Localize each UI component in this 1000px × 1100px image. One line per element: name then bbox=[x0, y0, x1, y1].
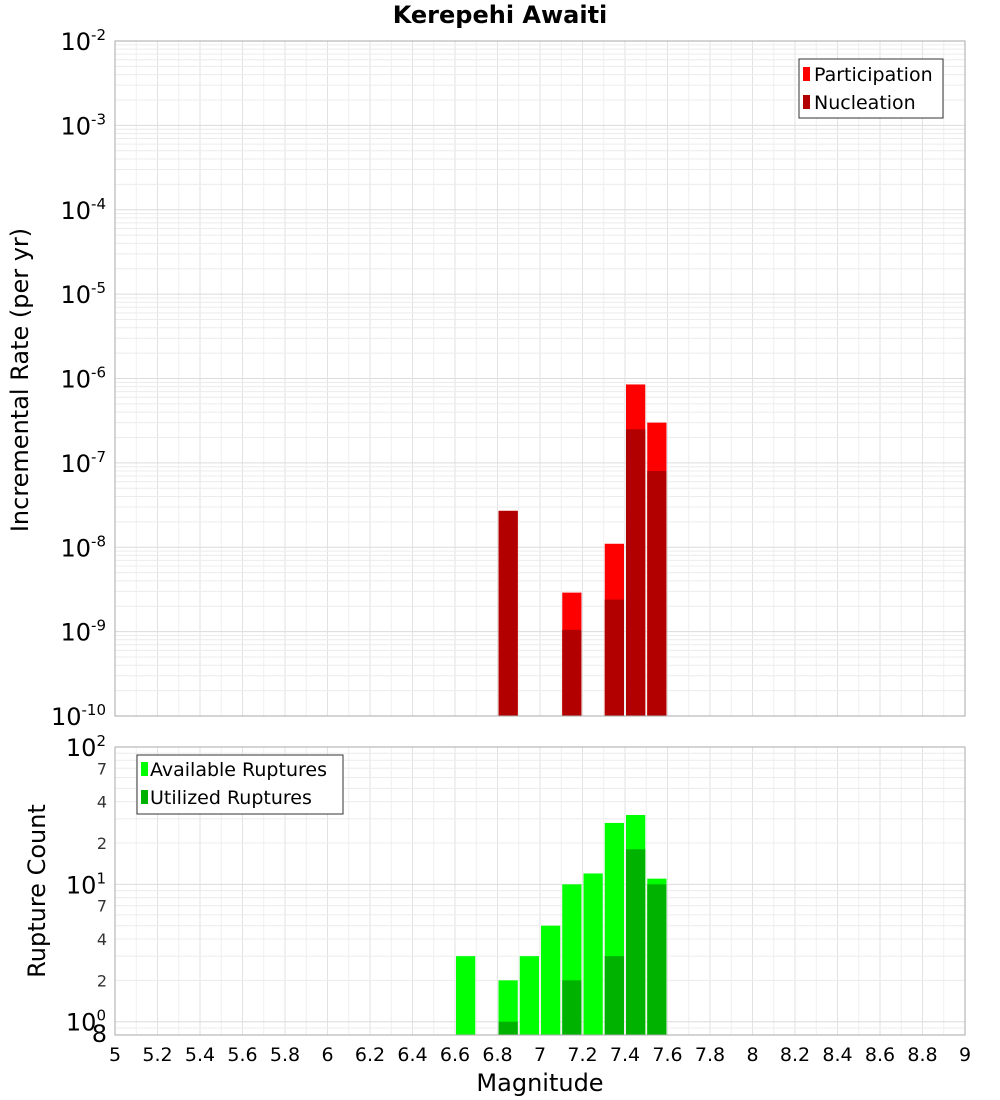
bottom-y-minor-tick-label: 8 bbox=[92, 1020, 107, 1048]
top-y-tick-label: 10-2 bbox=[60, 26, 106, 56]
nucleation-bar bbox=[498, 510, 518, 716]
bottom-plot-frame bbox=[114, 746, 966, 1036]
top-y-tick-label: 10-7 bbox=[60, 448, 106, 478]
x-tick-label: 5.4 bbox=[185, 1044, 215, 1066]
x-tick-label: 6.2 bbox=[355, 1044, 385, 1066]
x-tick-label: 6.6 bbox=[440, 1044, 470, 1066]
x-tick-label: 8.2 bbox=[780, 1044, 810, 1066]
utilized-ruptures-bar bbox=[604, 956, 624, 1035]
top-y-tick-label: 10-9 bbox=[60, 617, 106, 647]
x-tick-label: 7 bbox=[534, 1044, 546, 1066]
x-tick-label: 5.6 bbox=[227, 1044, 257, 1066]
top-y-axis-label: Incremental Rate (per yr) bbox=[6, 228, 34, 532]
x-tick-label: 6.4 bbox=[397, 1044, 427, 1066]
bottom-y-minor-tick-label: 7 bbox=[97, 759, 107, 778]
utilized-ruptures-bar bbox=[562, 980, 582, 1035]
available-ruptures-bar bbox=[541, 925, 561, 1035]
legend-label: Available Ruptures bbox=[150, 759, 327, 781]
x-tick-label: 7.4 bbox=[610, 1044, 640, 1066]
nucleation-bar bbox=[604, 599, 624, 716]
available-ruptures-bar bbox=[519, 956, 539, 1035]
x-tick-label: 8.4 bbox=[822, 1044, 852, 1066]
bottom-y-axis-label: Rupture Count bbox=[23, 804, 51, 978]
available-ruptures-bar bbox=[498, 980, 518, 1035]
bottom-chart-panel: 100 101 102 8 2 4 7 2 4 7 5 5.2 5.4 5.6 5.8 6 6.2 6.4 6.6 6… bbox=[66, 732, 971, 1066]
top-y-tick-label: 10-6 bbox=[60, 364, 106, 394]
x-tick-label: 7.6 bbox=[652, 1044, 682, 1066]
legend-label: Utilized Ruptures bbox=[150, 787, 312, 809]
legend-swatch bbox=[141, 762, 148, 776]
nucleation-bar bbox=[562, 629, 582, 716]
bottom-y-minor-tick-label: 2 bbox=[97, 971, 107, 990]
top-legend-box bbox=[798, 58, 944, 119]
x-tick-label: 6 bbox=[321, 1044, 333, 1066]
top-y-tick-label: 10-4 bbox=[60, 195, 106, 225]
bottom-y-minor-tick-label: 2 bbox=[97, 834, 107, 853]
legend-swatch bbox=[141, 790, 148, 804]
legend-swatch bbox=[803, 95, 810, 109]
nucleation-bar bbox=[647, 471, 667, 716]
bottom-y-major-tick-label: 101 bbox=[66, 869, 106, 899]
x-axis-label: Magnitude bbox=[476, 1069, 603, 1097]
legend-swatch bbox=[803, 67, 810, 81]
bottom-y-major-tick-label: 100 bbox=[66, 1007, 106, 1037]
top-chart-panel: 10-10 10-9 10-8 10-7 10-6 10-5 10-4 10-3 10-2 Par… bbox=[51, 26, 966, 731]
bottom-legend-box bbox=[136, 754, 344, 815]
utilized-ruptures-bar bbox=[498, 1021, 518, 1035]
bottom-legend: Available Ruptures Utilized Ruptures bbox=[136, 754, 344, 815]
utilized-ruptures-bar bbox=[626, 849, 646, 1035]
x-tick-label: 9 bbox=[959, 1044, 971, 1066]
bottom-y-minor-tick-label: 4 bbox=[97, 793, 107, 812]
x-tick-label: 7.2 bbox=[567, 1044, 597, 1066]
x-tick-label: 5 bbox=[109, 1044, 121, 1066]
utilized-ruptures-bar bbox=[647, 884, 667, 1035]
available-ruptures-bar bbox=[456, 956, 476, 1035]
nucleation-bar bbox=[626, 429, 646, 716]
bottom-y-minor-tick-label: 7 bbox=[97, 897, 107, 916]
x-tick-label: 7.8 bbox=[695, 1044, 725, 1066]
top-y-tick-label: 10-3 bbox=[60, 110, 106, 140]
legend-label: Nucleation bbox=[814, 92, 916, 114]
x-tick-label: 5.8 bbox=[270, 1044, 300, 1066]
bottom-y-minor-tick-label: 4 bbox=[97, 930, 107, 949]
x-tick-label: 5.2 bbox=[142, 1044, 172, 1066]
bottom-y-major-tick-label: 102 bbox=[66, 732, 106, 762]
x-tick-label: 8.8 bbox=[907, 1044, 937, 1066]
top-legend: Participation Nucleation bbox=[798, 58, 944, 119]
top-y-tick-label: 10-8 bbox=[60, 532, 106, 562]
top-y-tick-label: 10-10 bbox=[51, 701, 106, 731]
top-y-tick-label: 10-5 bbox=[60, 279, 106, 309]
x-tick-label: 6.8 bbox=[482, 1044, 512, 1066]
x-tick-label: 8 bbox=[746, 1044, 758, 1066]
legend-label: Participation bbox=[814, 64, 933, 86]
x-tick-label: 8.6 bbox=[865, 1044, 895, 1066]
available-ruptures-bar bbox=[583, 873, 603, 1035]
top-plot-frame bbox=[114, 40, 966, 717]
chart-title: Kerepehi Awaiti bbox=[393, 1, 608, 29]
